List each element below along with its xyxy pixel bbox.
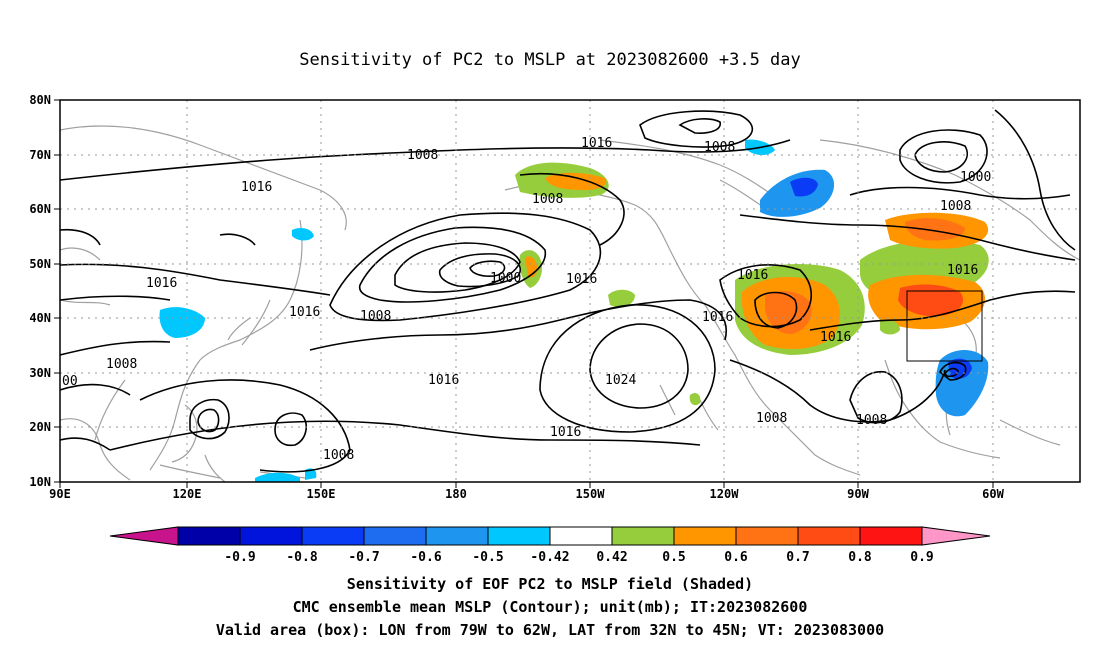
colorbar-label: -0.5 bbox=[472, 550, 503, 565]
contour-label: 1016 bbox=[702, 310, 733, 325]
axis-ticks bbox=[54, 99, 994, 488]
contour-label: 1008 bbox=[360, 309, 391, 324]
colorbar-over-arrow bbox=[921, 526, 991, 546]
colorbar-box bbox=[735, 526, 799, 546]
map-title: Sensitivity of PC2 to MSLP at 2023082600… bbox=[299, 50, 801, 70]
colorbar-label: -0.7 bbox=[348, 550, 379, 565]
contour-label: 1008 bbox=[940, 199, 971, 214]
shading-cyan-south bbox=[255, 472, 300, 482]
contour-label: 1008 bbox=[856, 413, 887, 428]
colorbar-box bbox=[673, 526, 737, 546]
caption-line-3: Valid area (box): LON from 79W to 62W, L… bbox=[215, 621, 885, 639]
lat-label: 20N bbox=[29, 420, 51, 434]
shading-deepblue-southeast bbox=[948, 358, 972, 379]
colorbar-under-arrow bbox=[109, 526, 179, 546]
contour-label: 1016 bbox=[241, 180, 272, 195]
shading-cyan-kamchatka bbox=[292, 228, 314, 241]
lon-label: 150W bbox=[576, 487, 606, 501]
colorbar-label: 0.5 bbox=[662, 550, 685, 565]
lat-label: 80N bbox=[29, 93, 51, 107]
lon-label: 90W bbox=[847, 487, 869, 501]
colorbar-box bbox=[177, 526, 241, 546]
valid-area-box bbox=[906, 290, 983, 362]
colorbar-label: 0.8 bbox=[848, 550, 872, 565]
colorbar-boxes bbox=[177, 526, 923, 546]
latitude-labels: 80N 70N 60N 50N 40N 30N 20N 10N bbox=[29, 93, 51, 489]
colorbar-box bbox=[859, 526, 923, 546]
contour-label: 1008 bbox=[756, 411, 787, 426]
lat-label: 50N bbox=[29, 257, 51, 271]
contour-label: 1016 bbox=[146, 276, 177, 291]
colorbar-box bbox=[549, 526, 613, 546]
shading-red-box bbox=[898, 284, 964, 317]
contour-label: 1016 bbox=[820, 330, 851, 345]
lat-label: 40N bbox=[29, 311, 51, 325]
lat-label: 10N bbox=[29, 475, 51, 489]
lon-label: 120W bbox=[710, 487, 740, 501]
shading-green-mid bbox=[608, 289, 635, 307]
sensitivity-shading bbox=[159, 139, 989, 482]
shading-deep-orange-east bbox=[765, 290, 812, 335]
gridlines bbox=[60, 100, 1080, 482]
contour-label: 1016 bbox=[947, 263, 978, 278]
colorbar-box bbox=[487, 526, 551, 546]
colorbar-labels: -0.9 -0.8 -0.7 -0.6 -0.5 -0.42 0.42 0.5 0.6 0.7 0.… bbox=[224, 550, 933, 565]
colorbar-box bbox=[797, 526, 861, 546]
lon-label: 150E bbox=[307, 487, 336, 501]
lat-label: 30N bbox=[29, 366, 51, 380]
colorbar-label: -0.6 bbox=[410, 550, 441, 565]
caption-line-2: CMC ensemble mean MSLP (Contour); unit(m… bbox=[292, 598, 808, 616]
contour-label: 1008 bbox=[532, 192, 563, 207]
map-panel: 1008 1016 1008 1016 1008 1000 1008 1016 … bbox=[60, 100, 1080, 482]
shading-orange-bering bbox=[545, 172, 607, 190]
mslp-contours bbox=[60, 109, 1076, 473]
contour-label: 1016 bbox=[737, 268, 768, 283]
contour-label: 1016 bbox=[428, 373, 459, 388]
colorbar-label: 0.6 bbox=[724, 550, 748, 565]
contour-label: 1016 bbox=[581, 136, 612, 151]
lon-label: 60W bbox=[982, 487, 1004, 501]
lon-label: 180 bbox=[445, 487, 467, 501]
contour-label: 1000 bbox=[960, 170, 991, 185]
contour-label: 1016 bbox=[289, 305, 320, 320]
colorbar-box bbox=[301, 526, 365, 546]
colorbar-label: 0.9 bbox=[910, 550, 933, 565]
lon-label: 120E bbox=[173, 487, 202, 501]
map-frame bbox=[59, 99, 1081, 483]
contour-label: 1008 bbox=[704, 140, 735, 155]
contour-label: 1016 bbox=[566, 272, 597, 287]
contour-label: 1008 bbox=[407, 148, 438, 163]
contour-label: 1000 bbox=[490, 271, 521, 286]
lat-label: 60N bbox=[29, 202, 51, 216]
colorbar-box bbox=[425, 526, 489, 546]
longitude-labels: 90E 120E 150E 180 150W 120W 90W 60W bbox=[49, 487, 1004, 501]
caption-line-1: Sensitivity of EOF PC2 to MSLP field (Sh… bbox=[346, 575, 754, 593]
colorbar-box bbox=[611, 526, 675, 546]
colorbar-label: -0.9 bbox=[224, 550, 255, 565]
shading-deepblue-north bbox=[790, 177, 818, 197]
lon-label: 90E bbox=[49, 487, 71, 501]
shading-deep-orange-far-east bbox=[905, 218, 965, 241]
contour-label: 1016 bbox=[550, 425, 581, 440]
shading-green-coast bbox=[880, 319, 900, 335]
colorbar-box bbox=[239, 526, 303, 546]
colorbar-box bbox=[363, 526, 427, 546]
colorbar-label: 0.7 bbox=[786, 550, 809, 565]
shading-green-east-small bbox=[689, 392, 701, 406]
contour-label: 1008 bbox=[323, 448, 354, 463]
colorbar-label: 0.42 bbox=[596, 550, 627, 565]
shading-cyan-japan bbox=[159, 307, 205, 338]
lat-label: 70N bbox=[29, 148, 51, 162]
colorbar-label: -0.42 bbox=[530, 550, 569, 565]
contour-label: 1008 bbox=[106, 357, 137, 372]
contour-label: 1024 bbox=[605, 373, 636, 388]
contour-labels: 1008 1016 1008 1016 1008 1000 1008 1016 … bbox=[62, 136, 991, 463]
colorbar-label: -0.8 bbox=[286, 550, 317, 565]
contour-label: 00 bbox=[62, 374, 78, 389]
colorbar: -0.9 -0.8 -0.7 -0.6 -0.5 -0.42 0.42 0.5 0.6 0.7 0.… bbox=[109, 526, 991, 565]
